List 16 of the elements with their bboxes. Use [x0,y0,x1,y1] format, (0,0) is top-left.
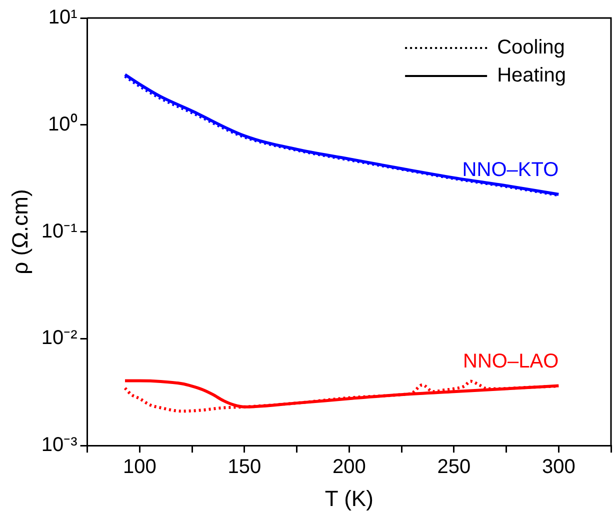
y-tick-label: 10¹ [48,6,78,29]
y-tick-label: 10⁻¹ [41,220,78,242]
annotation: Cooling [497,36,565,59]
y-tick-label: 10⁰ [48,112,78,136]
x-tick-label: 100 [122,456,156,478]
series-label: NNO–LAO [463,350,559,372]
y-axis-title: ρ (Ω.cm) [7,189,32,274]
x-tick-label: 300 [542,456,576,478]
annotation: Heating [497,64,566,87]
x-tick-label: 250 [437,456,471,478]
series-label: NNO–KTO [462,158,559,181]
x-tick-label: 200 [332,456,366,478]
x-tick-label: 150 [228,456,262,478]
x-axis-title: T (K) [324,486,374,511]
y-tick-label: 10⁻² [41,327,78,350]
y-tick-label: 10⁻³ [41,434,78,456]
